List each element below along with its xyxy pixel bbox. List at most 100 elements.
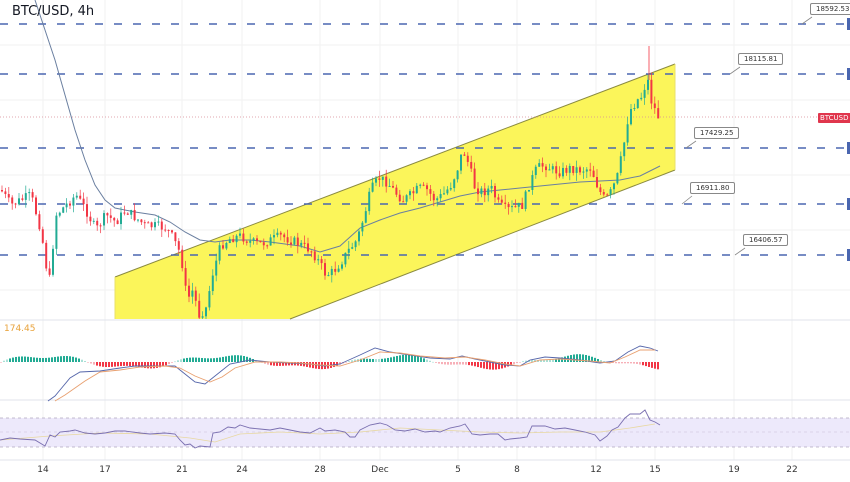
macd-histogram-bar (147, 362, 149, 369)
candle (460, 154, 462, 171)
candle (1, 190, 3, 192)
macd-histogram-bar (33, 357, 35, 362)
candle (531, 175, 534, 190)
macd-histogram-bar (603, 361, 605, 362)
macd-histogram-bar (345, 362, 347, 363)
macd-histogram-bar (15, 356, 17, 362)
macd-histogram-bar (84, 360, 86, 362)
macd-histogram-bar (594, 357, 596, 362)
macd-histogram-bar (591, 356, 593, 362)
candle (232, 239, 235, 243)
macd-histogram-bar (390, 357, 392, 362)
candle (160, 221, 163, 230)
candle (286, 237, 289, 243)
macd-line (47, 345, 659, 402)
macd-histogram-bar (6, 359, 8, 362)
candle (4, 191, 7, 195)
macd-histogram-bar (276, 362, 278, 366)
candle (354, 241, 357, 248)
macd-histogram-bar (453, 362, 455, 365)
candle (324, 263, 326, 276)
rsi-band (0, 418, 850, 447)
macd-histogram-bar (138, 362, 140, 368)
macd-histogram-bar (129, 362, 131, 367)
candle (358, 231, 360, 242)
macd-histogram-bar (117, 362, 119, 367)
candle (375, 178, 377, 183)
macd-histogram-bar (654, 362, 656, 369)
candle (239, 233, 241, 236)
candle (177, 241, 180, 250)
macd-histogram-bar (513, 362, 515, 365)
candle (609, 189, 612, 195)
macd-histogram-bar (213, 358, 215, 362)
candle (21, 198, 24, 200)
macd-histogram-bar (282, 362, 284, 366)
candle (208, 291, 211, 308)
candle (228, 239, 231, 243)
macd-histogram-bar (0, 362, 2, 363)
macd-histogram-bar (495, 362, 497, 370)
macd-histogram-bar (180, 359, 182, 362)
candle (269, 237, 272, 246)
rsi-line (0, 409, 661, 449)
candle (211, 275, 214, 292)
candle (133, 209, 136, 221)
macd-histogram-bar (165, 362, 167, 366)
macd-histogram-bar (144, 362, 146, 369)
candle (215, 260, 218, 276)
macd-histogram-bar (426, 359, 428, 362)
candle (534, 166, 537, 176)
candle (385, 176, 388, 187)
macd-histogram-bar (549, 359, 551, 362)
candle (453, 179, 456, 189)
macd-histogram-bar (291, 362, 293, 366)
macd-histogram-bar (108, 362, 110, 368)
candle (58, 212, 61, 216)
macd-histogram-bar (639, 362, 641, 365)
macd-histogram-bar (624, 362, 626, 364)
macd-histogram-bar (471, 362, 473, 366)
level-price-label: 17429.25 (694, 127, 740, 139)
candle (602, 192, 605, 195)
macd-histogram-bar (615, 362, 617, 364)
ascending-channel[interactable] (115, 64, 675, 319)
macd-histogram-bar (543, 360, 545, 362)
candle (392, 185, 394, 188)
candle (191, 290, 194, 297)
candle (259, 240, 262, 243)
macd-histogram-bar (657, 362, 659, 370)
candle (494, 185, 496, 198)
macd-histogram-bar (309, 362, 311, 368)
macd-histogram-bar (36, 357, 38, 362)
candle (555, 166, 558, 174)
macd-histogram-bar (288, 362, 290, 366)
macd-histogram-bar (465, 362, 467, 365)
candle (72, 197, 75, 206)
macd-histogram-bar (588, 355, 590, 362)
candle (436, 198, 439, 201)
macd-histogram-bar (66, 356, 68, 362)
macd-histogram-bar (435, 362, 437, 363)
macd-histogram-bar (354, 359, 356, 362)
macd-histogram-bar (630, 362, 632, 364)
macd-histogram-bar (573, 354, 575, 362)
candle (31, 192, 34, 198)
macd-histogram-bar (585, 355, 587, 362)
x-tick-label: 28 (314, 465, 326, 475)
macd-histogram-bar (132, 362, 134, 367)
candle (429, 189, 432, 194)
candle (28, 192, 31, 194)
macd-histogram-bar (201, 357, 203, 362)
candle (99, 225, 102, 227)
candle (364, 211, 367, 223)
macd-histogram-bar (501, 362, 503, 369)
candle (273, 235, 275, 238)
candle (619, 156, 622, 173)
candle (113, 217, 116, 221)
macd-histogram-bar (372, 358, 374, 362)
macd-histogram-bar (303, 362, 305, 367)
macd-histogram-bar (12, 357, 14, 362)
macd-histogram-bar (228, 355, 230, 362)
